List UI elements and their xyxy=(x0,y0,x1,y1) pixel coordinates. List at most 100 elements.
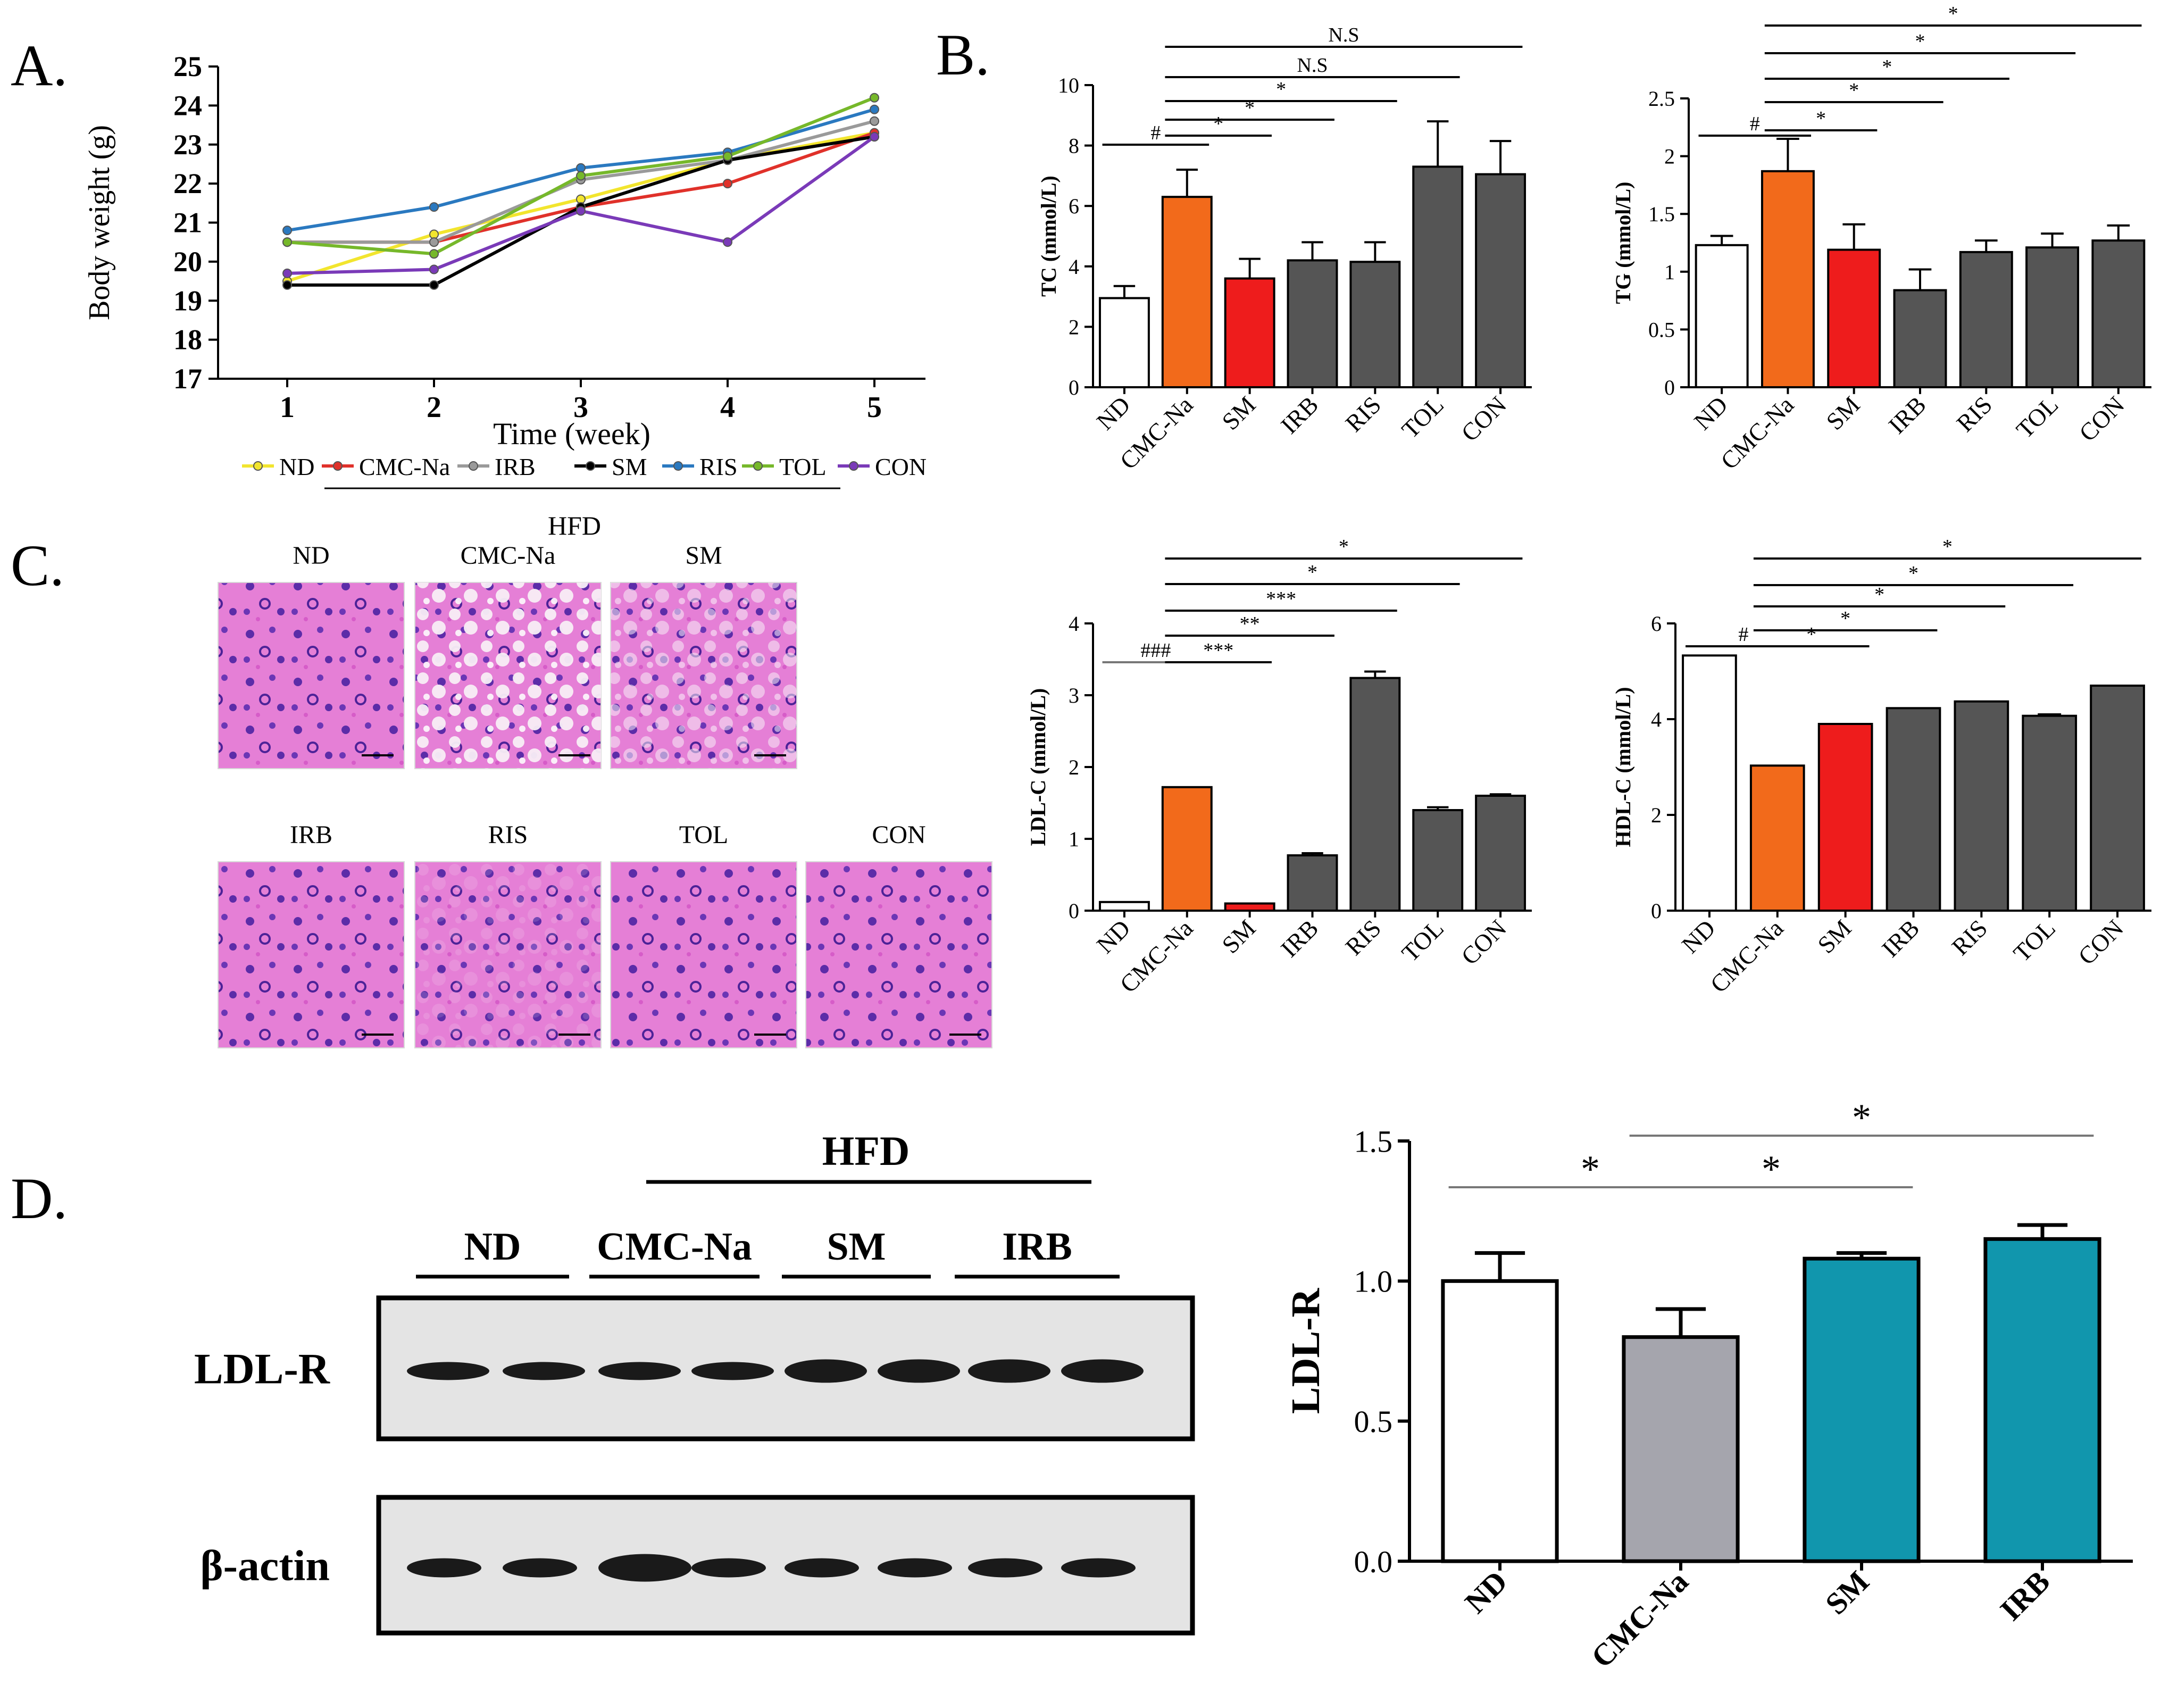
y-tick-label: 1 xyxy=(1664,260,1675,284)
wb-band xyxy=(598,1554,691,1582)
category-label-irb: IRB xyxy=(1275,391,1323,439)
significance-label: *** xyxy=(1203,639,1233,662)
data-point-con xyxy=(576,206,586,216)
significance-label: ** xyxy=(1240,613,1260,635)
data-point-irb xyxy=(870,116,879,126)
y-tick-label: 19 xyxy=(173,285,202,316)
y-axis-title: LDL-R xyxy=(1283,1288,1328,1414)
legend-label-con: CON xyxy=(875,453,927,480)
bar-sm xyxy=(1827,248,1881,388)
category-label-tol: TOL xyxy=(2011,391,2064,444)
bar-irb xyxy=(1983,1237,2101,1563)
ldl-r-bar-chart: 0.0 0.5 1.0 1.5 ND CMC-Na SM IRB LDL-R * * * xyxy=(1283,1096,2133,1674)
bar-cmc-na xyxy=(1161,196,1213,388)
data-point-sm xyxy=(429,280,439,290)
category-label-nd: ND xyxy=(1689,391,1733,435)
category-label-sm: SM xyxy=(1818,1564,1875,1621)
panel-label-c: C. xyxy=(11,533,64,598)
bar-tol xyxy=(1412,809,1464,912)
category-label-sm: SM xyxy=(1821,391,1865,435)
bar-sm xyxy=(1224,902,1275,912)
category-label-ris: RIS xyxy=(1951,391,1997,437)
panel-label-d: D. xyxy=(11,1166,68,1231)
y-tick-label: 21 xyxy=(173,207,202,239)
significance-label: # xyxy=(1738,623,1748,646)
data-point-tol xyxy=(282,237,292,247)
y-tick-label: 2 xyxy=(1069,755,1079,779)
wb-band xyxy=(968,1558,1042,1578)
significance-label: * xyxy=(1307,561,1317,584)
x-tick-label: 2 xyxy=(427,391,441,424)
wb-band xyxy=(503,1558,577,1578)
data-point-nd xyxy=(429,229,439,239)
bar-sm xyxy=(1803,1256,1921,1563)
data-point-tol xyxy=(576,171,586,181)
wb-lane-label-irb: IRB xyxy=(1002,1225,1072,1269)
wb-band xyxy=(691,1558,766,1578)
significance-label: * xyxy=(1874,584,1884,606)
data-point-con xyxy=(870,132,879,142)
histology-image-tol xyxy=(610,861,797,1048)
wb-band xyxy=(968,1359,1050,1383)
category-label-irb: IRB xyxy=(1883,391,1931,439)
significance-label: * xyxy=(1915,30,1925,53)
y-tick-label: 20 xyxy=(173,246,202,278)
bar-sm xyxy=(1817,723,1873,912)
category-label-nd: ND xyxy=(1091,914,1136,959)
wb-band xyxy=(785,1359,867,1383)
histology-image-nd xyxy=(218,582,405,769)
significance-label: N.S xyxy=(1328,24,1359,46)
bar-con xyxy=(2090,685,2145,912)
y-tick-label: 4 xyxy=(1069,612,1079,636)
histology-label-cmc-na: CMC-Na xyxy=(461,541,556,570)
category-label-irb: IRB xyxy=(1876,914,1924,962)
x-tick-label: 4 xyxy=(720,391,735,424)
histology-vacuoles xyxy=(611,582,797,769)
data-point-ris xyxy=(870,104,879,114)
y-tick-label: 2 xyxy=(1664,145,1675,169)
x-axis-title: Time (week) xyxy=(493,416,650,451)
category-label-ris: RIS xyxy=(1340,914,1387,961)
bar-con xyxy=(2091,239,2146,388)
data-point-cmc-na xyxy=(723,179,732,189)
bar-irb xyxy=(1886,707,1941,912)
bar-con xyxy=(1475,795,1526,912)
bar-irb xyxy=(1287,259,1338,388)
y-tick-label: 8 xyxy=(1069,134,1079,158)
category-label-nd: ND xyxy=(1091,391,1136,435)
wb-band xyxy=(407,1558,481,1578)
y-tick-label: 2.5 xyxy=(1648,87,1675,111)
category-label-cmc-na: CMC-Na xyxy=(1584,1564,1695,1674)
y-tick-label: 4 xyxy=(1069,255,1079,279)
y-tick-label: 0.5 xyxy=(1354,1404,1393,1439)
wb-row-label-actin: β-actin xyxy=(200,1542,330,1590)
histology-label-con: CON xyxy=(872,821,925,849)
legend-label-cmc-na: CMC-Na xyxy=(359,453,450,480)
category-label-ris: RIS xyxy=(1340,391,1387,437)
significance-label: * xyxy=(1852,1096,1871,1139)
data-point-tol xyxy=(723,151,732,161)
bar-cmc-na xyxy=(1761,170,1815,388)
data-point-con xyxy=(282,268,292,278)
category-label-con: CON xyxy=(2074,391,2130,447)
histology-vacuoles xyxy=(415,582,601,769)
category-label-cmc-na: CMC-Na xyxy=(1705,914,1789,998)
category-label-con: CON xyxy=(1456,914,1512,970)
category-label-con: CON xyxy=(2073,914,2129,970)
category-label-tol: TOL xyxy=(1396,391,1449,444)
wb-band xyxy=(503,1362,585,1380)
bar-tol xyxy=(2022,714,2078,912)
significance-label: * xyxy=(1948,3,1958,25)
category-label-ris: RIS xyxy=(1947,914,1993,961)
bar-nd xyxy=(1682,654,1737,912)
x-tick-label: 3 xyxy=(573,391,588,424)
y-tick-label: 23 xyxy=(173,129,202,161)
significance-label: # xyxy=(1150,122,1161,144)
legend-marker xyxy=(253,461,263,471)
histology-images: HFD ND CMC-Na SM IRB RIS TOL CON xyxy=(218,511,992,1048)
wb-lane-label-sm: SM xyxy=(827,1225,886,1269)
